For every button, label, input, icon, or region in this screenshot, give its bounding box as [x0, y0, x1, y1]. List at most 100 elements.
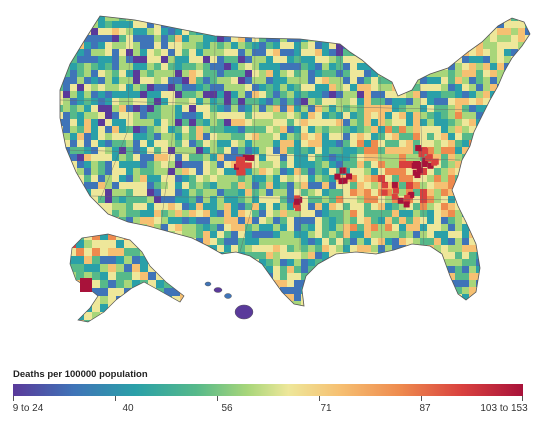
- county-cell: [63, 21, 70, 28]
- county-cell: [70, 21, 77, 28]
- county-cell: [357, 28, 364, 35]
- county-cell: [259, 238, 266, 245]
- county-cell: [350, 217, 357, 224]
- county-cell: [77, 301, 84, 306]
- county-cell: [154, 112, 161, 119]
- county-cell: [189, 119, 196, 126]
- county-cell: [476, 224, 483, 231]
- county-cell: [266, 49, 273, 56]
- county-cell: [238, 91, 245, 98]
- county-cell: [343, 112, 350, 119]
- county-cell: [371, 224, 378, 231]
- county-cell: [217, 231, 224, 238]
- county-cell: [252, 287, 259, 294]
- county-cell: [189, 175, 196, 182]
- county-cell: [497, 63, 504, 70]
- county-cell: [483, 224, 490, 231]
- county-cell: [98, 168, 105, 175]
- county-cell: [84, 301, 91, 306]
- alaska: [69, 233, 185, 323]
- county-cell: [518, 245, 525, 252]
- county-cell: [60, 266, 63, 273]
- county-cell: [511, 168, 518, 175]
- county-cell: [63, 35, 70, 42]
- county-cell: [147, 147, 154, 154]
- county-cell: [154, 140, 161, 147]
- county-cell: [231, 266, 238, 273]
- county-cell: [210, 98, 217, 105]
- county-cell: [60, 252, 63, 259]
- borough-cell: [180, 264, 184, 272]
- county-cell: [441, 119, 448, 126]
- county-cell: [371, 77, 378, 84]
- county-cell: [336, 217, 343, 224]
- county-cell: [469, 203, 476, 210]
- county-cell: [84, 203, 91, 210]
- county-cell: [196, 49, 203, 56]
- county-cell: [112, 140, 119, 147]
- county-cell: [301, 231, 308, 238]
- county-cell: [273, 161, 280, 168]
- county-cell: [189, 98, 196, 105]
- county-cell: [462, 147, 469, 154]
- county-cell: [77, 70, 84, 77]
- county-cell: [455, 196, 462, 203]
- county-cell: [406, 238, 413, 245]
- county-cell: [329, 63, 336, 70]
- borough-cell: [108, 256, 116, 264]
- county-cell: [532, 210, 539, 217]
- county-cell: [217, 217, 224, 224]
- county-cell: [70, 91, 77, 98]
- county-cell: [266, 133, 273, 140]
- county-cell: [525, 56, 530, 63]
- county-cell: [112, 182, 119, 189]
- borough-cell: [180, 256, 184, 264]
- county-cell: [399, 112, 406, 119]
- county-cell: [483, 56, 490, 63]
- county-cell: [77, 49, 84, 56]
- county-cell: [427, 273, 434, 280]
- county-cell: [84, 98, 91, 105]
- county-cell: [182, 21, 189, 28]
- county-cell: [490, 273, 497, 280]
- county-cell: [294, 308, 301, 315]
- county-cell: [252, 133, 259, 140]
- county-cell: [217, 245, 224, 252]
- county-cell: [329, 294, 336, 301]
- county-cell: [336, 308, 343, 315]
- county-cell: [140, 182, 147, 189]
- county-cell: [245, 91, 252, 98]
- county-cell: [126, 28, 133, 35]
- county-cell: [224, 196, 231, 203]
- county-cell: [406, 98, 413, 105]
- county-cell: [532, 273, 539, 280]
- county-cell: [406, 126, 413, 133]
- county-cell: [525, 49, 530, 56]
- county-cell: [238, 133, 245, 140]
- county-cell: [189, 308, 196, 315]
- borough-cell: [100, 256, 108, 264]
- county-cell: [434, 154, 441, 161]
- county-cell: [203, 175, 210, 182]
- county-cell: [518, 238, 525, 245]
- county-cell: [133, 147, 140, 154]
- county-cell: [371, 273, 378, 280]
- county-cell: [168, 28, 175, 35]
- county-cell: [364, 91, 371, 98]
- county-cell: [504, 35, 511, 42]
- county-cell: [224, 126, 231, 133]
- county-cell: [280, 28, 287, 35]
- county-cell: [434, 203, 441, 210]
- county-cell: [287, 273, 294, 280]
- county-cell: [420, 35, 427, 42]
- county-cell: [532, 168, 539, 175]
- county-cell: [189, 105, 196, 112]
- county-cell: [231, 168, 238, 175]
- county-cell: [343, 294, 350, 301]
- county-cell: [238, 16, 245, 21]
- county-cell: [343, 266, 350, 273]
- county-cell: [350, 182, 357, 189]
- county-cell: [280, 105, 287, 112]
- county-cell: [245, 273, 252, 280]
- county-cell: [154, 294, 161, 301]
